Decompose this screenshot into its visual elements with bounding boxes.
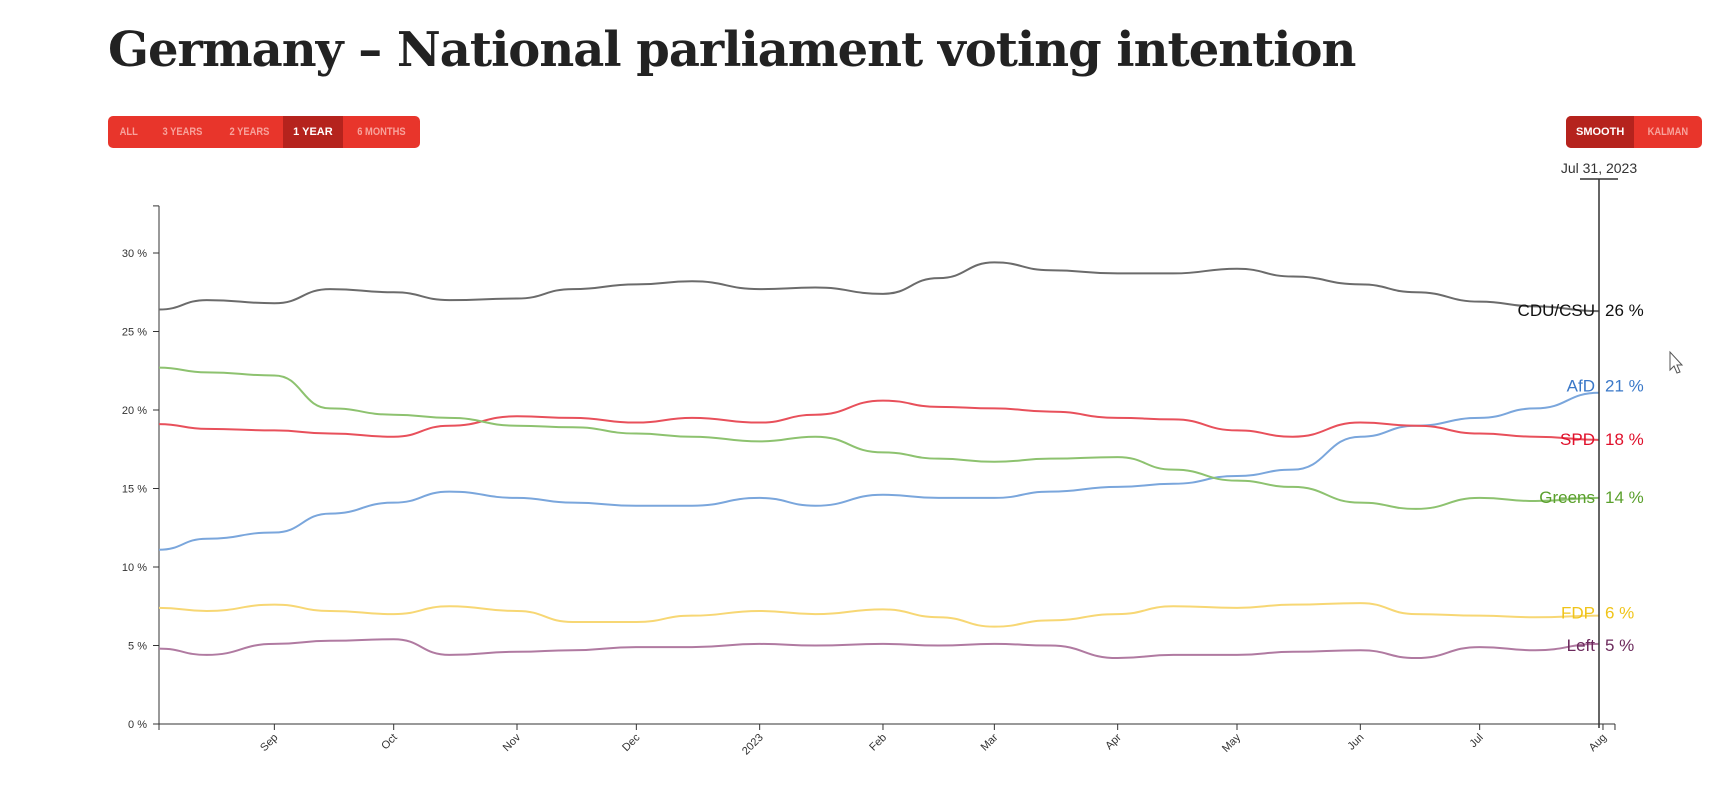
smooth-button[interactable]: SMOOTH (1566, 116, 1635, 148)
range-all-button[interactable]: ALL (119, 126, 138, 138)
series-greens: Greens 14 % (158, 366, 1644, 510)
series-spd: SPD 18 % (158, 399, 1644, 449)
x-tick-label: Feb (867, 732, 889, 754)
series-name-label: Greens (1539, 488, 1595, 507)
x-tick-label: Aug (1587, 732, 1609, 754)
series-name-label: SPD (1560, 430, 1595, 449)
series-name-label: Left (1567, 636, 1596, 655)
x-tick-label: Jul (1467, 732, 1485, 750)
y-tick-label: 10 % (122, 562, 147, 574)
series-value-label: 18 % (1605, 430, 1644, 449)
series-left: Left 5 % (158, 636, 1634, 660)
series-name-label: AfD (1567, 377, 1595, 396)
series-value-label: 21 % (1605, 377, 1644, 396)
range-6-months-button[interactable]: 6 MONTHS (356, 126, 406, 138)
x-tick-label: Jun (1345, 732, 1366, 753)
x-tick-label: Sep (258, 732, 280, 754)
series-fdp: FDP 6 % (158, 602, 1634, 628)
series-name-label: CDU/CSU (1518, 301, 1595, 320)
x-tick-label: Oct (379, 732, 400, 753)
series-afd: AfD 21 % (158, 377, 1644, 551)
y-tick-label: 20 % (122, 405, 147, 417)
mouse-cursor-icon (1669, 350, 1684, 374)
smoothing-method-selector: SMOOTH KALMAN (1566, 116, 1702, 148)
range-1-year-button[interactable]: 1 YEAR (283, 116, 343, 148)
x-tick-label: Mar (979, 731, 1001, 753)
kalman-button[interactable]: KALMAN (1647, 126, 1689, 138)
series-value-label: 5 % (1605, 636, 1634, 655)
x-tick-label: May (1220, 731, 1244, 755)
range-3-years-button[interactable]: 3 YEARS (162, 126, 203, 138)
y-tick-label: 0 % (128, 719, 147, 731)
trend-line (158, 391, 1600, 551)
trend-line (158, 261, 1600, 313)
x-tick-label: Dec (620, 731, 643, 754)
y-tick-label: 5 % (128, 641, 147, 653)
page-title: Germany – National parliament voting int… (108, 22, 1356, 78)
series-cducsu: CDU/CSU 26 % (158, 261, 1644, 320)
series-value-label: 14 % (1605, 488, 1644, 507)
y-tick-label: 15 % (122, 484, 147, 496)
trend-line (158, 638, 1600, 660)
trend-line (158, 399, 1600, 441)
x-tick-label: Nov (501, 731, 524, 754)
date-cursor-label: Jul 31, 2023 (1561, 160, 1637, 176)
series-value-label: 6 % (1605, 604, 1634, 623)
trend-line (158, 366, 1600, 510)
series-value-label: 26 % (1605, 301, 1644, 320)
range-2-years-button[interactable]: 2 YEARS (229, 126, 270, 138)
x-tick-label: Apr (1103, 731, 1124, 752)
series-name-label: FDP (1561, 604, 1595, 623)
time-range-selector: ALL 3 YEARS 2 YEARS 1 YEAR 6 MONTHS (108, 116, 420, 148)
trend-line (158, 602, 1600, 628)
y-tick-label: 25 % (122, 327, 147, 339)
x-tick-label: 2023 (740, 732, 766, 758)
y-tick-label: 30 % (122, 248, 147, 260)
